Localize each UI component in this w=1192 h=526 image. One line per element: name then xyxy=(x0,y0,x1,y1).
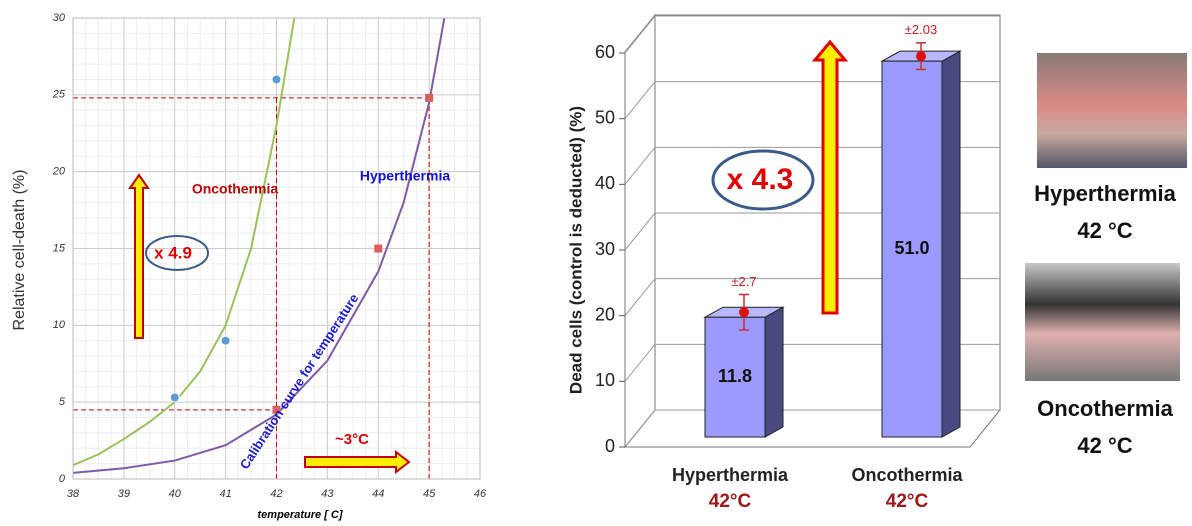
x-tick-label: Oncothermia xyxy=(851,465,963,485)
bar-label: 11.8 xyxy=(718,366,752,386)
data-point xyxy=(169,392,180,403)
error-label: ±2.03 xyxy=(905,22,937,37)
x-tick-label: 42 xyxy=(270,488,282,500)
y-axis-label: Relative cell-death (%) xyxy=(11,170,28,331)
arrow xyxy=(811,39,849,315)
x-tick-label: 44 xyxy=(372,488,384,500)
y-tick-label: 60 xyxy=(595,42,615,62)
photo xyxy=(1025,263,1180,381)
arrow xyxy=(304,449,411,475)
y-tick-label: 40 xyxy=(595,173,615,193)
grid-line xyxy=(624,81,656,119)
y-tick-label: 5 xyxy=(59,396,66,408)
bar-label: 51.0 xyxy=(894,238,929,258)
grid-line xyxy=(624,212,656,251)
data-point xyxy=(272,405,281,414)
ratio-ellipse xyxy=(145,235,209,271)
curve-label: Hyperthermia xyxy=(360,168,450,184)
grid-line xyxy=(624,147,656,185)
mean-dot xyxy=(739,307,749,318)
bar-side xyxy=(764,306,784,438)
y-tick-label: 30 xyxy=(53,12,66,24)
y-tick-label: 0 xyxy=(59,473,66,485)
photo xyxy=(1037,53,1187,168)
curve xyxy=(73,18,296,467)
y-tick-label: 15 xyxy=(53,242,66,254)
grid-line xyxy=(624,409,656,448)
annotation: x 4.9 xyxy=(154,243,192,262)
plot-frame xyxy=(72,17,481,480)
photo-temperature: 42 °C xyxy=(1077,433,1132,458)
x-tick-label: 45 xyxy=(423,488,436,500)
y-tick-label: 50 xyxy=(595,107,615,127)
error-label: ±2.7 xyxy=(731,274,756,289)
annotation: ~3°C xyxy=(335,431,369,448)
grid-line xyxy=(624,278,656,316)
x-tick-label: 41 xyxy=(220,488,232,500)
y-axis-label: Dead cells (control is deducted) (%) xyxy=(566,106,585,394)
x-tick-sublabel: 42°C xyxy=(709,491,752,512)
grid-line xyxy=(624,344,656,382)
y-tick-label: 20 xyxy=(52,166,66,178)
x-tick-sublabel: 42°C xyxy=(886,491,929,512)
mean-dot xyxy=(916,51,926,62)
y-tick-label: 25 xyxy=(52,89,66,101)
y-tick-label: 30 xyxy=(595,239,615,259)
y-tick-label: 10 xyxy=(53,319,66,331)
bar xyxy=(881,60,943,438)
curve xyxy=(73,18,446,474)
x-tick-label: 43 xyxy=(321,488,334,500)
data-point xyxy=(271,74,282,85)
bar-side xyxy=(941,50,961,438)
photo-temperature: 42 °C xyxy=(1077,218,1132,243)
x-tick-label: 39 xyxy=(118,488,130,500)
y-tick-label: 0 xyxy=(605,436,615,456)
x-tick-label: 46 xyxy=(474,488,487,500)
y-tick-label: 10 xyxy=(595,370,615,390)
y-tick-label: 20 xyxy=(595,304,615,324)
arrow xyxy=(128,173,150,339)
data-point xyxy=(374,244,383,253)
bar xyxy=(704,316,766,438)
photo-caption: Hyperthermia xyxy=(1034,181,1177,206)
x-tick-label: 40 xyxy=(169,488,182,500)
ratio-ellipse xyxy=(711,149,815,211)
data-point xyxy=(425,93,434,102)
curve-label: Oncothermia xyxy=(192,181,279,197)
x-axis-label: temperature [ C] xyxy=(258,509,343,521)
x-tick-label: 38 xyxy=(67,488,80,500)
x-tick-label: Hyperthermia xyxy=(672,465,789,485)
grid-line xyxy=(624,15,656,54)
photo-caption: Oncothermia xyxy=(1037,396,1173,421)
data-point xyxy=(220,335,231,346)
annotation: x 4.3 xyxy=(727,163,794,196)
